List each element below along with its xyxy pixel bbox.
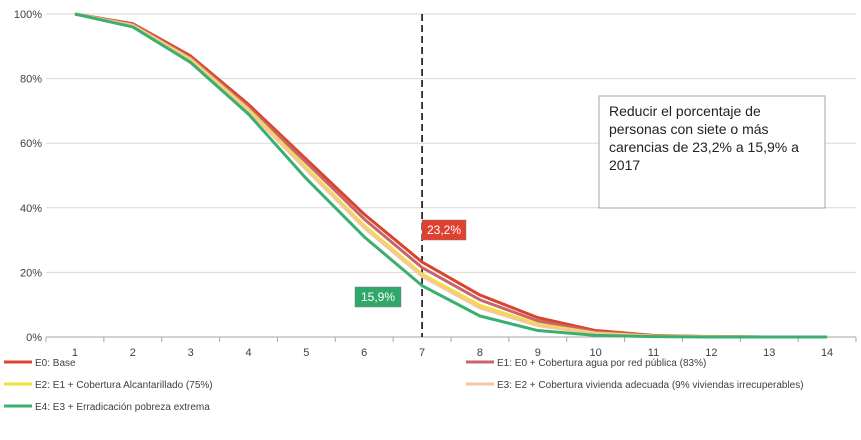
y-axis: 0% 20% 40% 60% 80% 100% xyxy=(14,9,42,344)
x-tick-label: 12 xyxy=(705,347,717,359)
legend-label-3: E3: E2 + Cobertura vivienda adecuada (9%… xyxy=(497,380,804,391)
x-tick-label: 7 xyxy=(419,347,425,359)
annotation-badge-0 xyxy=(421,219,467,241)
annotation-label-1: 15,9% xyxy=(361,290,395,304)
x-tick-label: 2 xyxy=(130,347,136,359)
x-tick-label: 4 xyxy=(245,347,251,359)
legend-label-2: E2: E1 + Cobertura Alcantarillado (75%) xyxy=(35,380,213,391)
y-tick-label: 80% xyxy=(20,74,42,86)
x-tick-label: 5 xyxy=(303,347,309,359)
x-tick-label: 3 xyxy=(188,347,194,359)
y-tick-label: 20% xyxy=(20,267,42,279)
legend-label-0: E0: Base xyxy=(35,358,76,369)
x-tick-label: 14 xyxy=(821,347,833,359)
x-tick-label: 1 xyxy=(72,347,78,359)
note-text: Reducir el porcentaje de personas con sie… xyxy=(609,103,799,173)
note-box: Reducir el porcentaje de personas con sie… xyxy=(598,95,826,209)
note-box-frame xyxy=(598,95,826,209)
annotation-badge-1 xyxy=(354,286,402,308)
legend: E0: Base E1: E0 + Cobertura agua por red … xyxy=(4,358,804,413)
x-tick-label: 11 xyxy=(648,347,659,359)
legend-label-4: E4: E3 + Erradicación pobreza extrema xyxy=(35,402,210,413)
annotation-label-0: 23,2% xyxy=(427,223,461,237)
x-tick-label: 10 xyxy=(590,347,602,359)
legend-label-1: E1: E0 + Cobertura agua por red pública … xyxy=(497,358,706,369)
y-tick-label: 100% xyxy=(14,9,42,21)
x-tick-label: 8 xyxy=(477,347,483,359)
x-tick-label: 9 xyxy=(535,347,541,359)
x-axis: 1 2 3 4 5 6 7 8 9 10 11 12 13 14 xyxy=(45,336,857,359)
x-tick-label: 6 xyxy=(361,347,367,359)
y-tick-label: 40% xyxy=(20,203,42,215)
x-tick-label: 13 xyxy=(763,347,775,359)
series-line-4 xyxy=(74,12,828,339)
annotation-badges: 23,2% 15,9% xyxy=(354,219,467,308)
y-tick-label: 0% xyxy=(26,332,42,344)
y-tick-label: 60% xyxy=(20,138,42,150)
series-lines xyxy=(74,12,828,339)
